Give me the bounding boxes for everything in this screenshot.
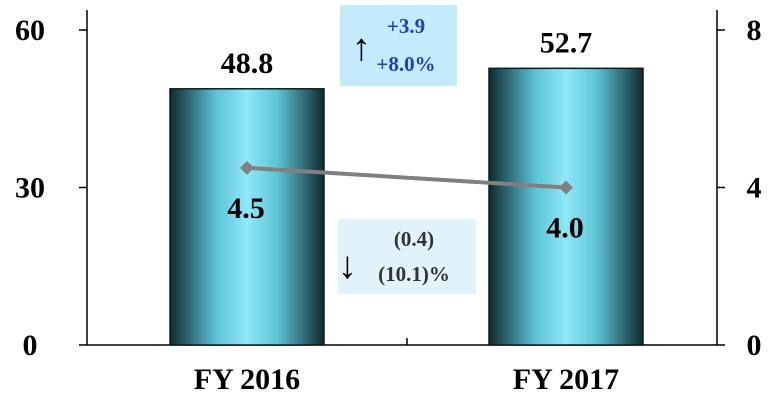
x-axis-category-label: FY 2016 [194, 363, 300, 392]
right-axis-ticks: 0 4 8 [717, 14, 762, 362]
x-axis-category-label: FY 2017 [513, 363, 619, 392]
bar-value-label: 52.7 [540, 26, 593, 59]
bar-2 [488, 67, 644, 346]
left-axis-tick-label: 30 [15, 172, 45, 205]
right-axis-tick-label: 4 [747, 172, 762, 205]
decrease-annotation-box [338, 219, 476, 294]
line-series-path [246, 165, 567, 190]
left-axis-tick-label: 0 [23, 329, 38, 362]
right-axis-tick-label: 0 [747, 329, 762, 362]
increase-annotation-value: +3.9 [387, 14, 425, 38]
line-point-2 [559, 180, 573, 195]
decrease-arrow-icon: ↓ [338, 245, 357, 287]
bars-group [169, 67, 644, 346]
line-point-1 [240, 160, 254, 175]
increase-arrow-icon: ↑ [352, 27, 371, 69]
right-axis-tick-label: 8 [747, 14, 762, 47]
left-axis-ticks: 0 30 60 [15, 14, 87, 362]
bar-1 [169, 88, 325, 346]
line-value-label: 4.0 [546, 212, 584, 245]
bar-value-label: 48.8 [221, 47, 274, 80]
decrease-annotation-value: (0.4) [394, 227, 434, 251]
decrease-annotation-percent: (10.1)% [378, 262, 450, 286]
labels-group: 48.8 52.7 4.5 4.0 FY 2016 FY 2017 [194, 26, 619, 396]
line-series-group [240, 160, 573, 195]
increase-annotation-box [340, 5, 457, 86]
left-axis-tick-label: 60 [15, 14, 45, 47]
increase-annotation-percent: +8.0% [376, 52, 435, 76]
line-value-label: 4.5 [227, 192, 265, 225]
